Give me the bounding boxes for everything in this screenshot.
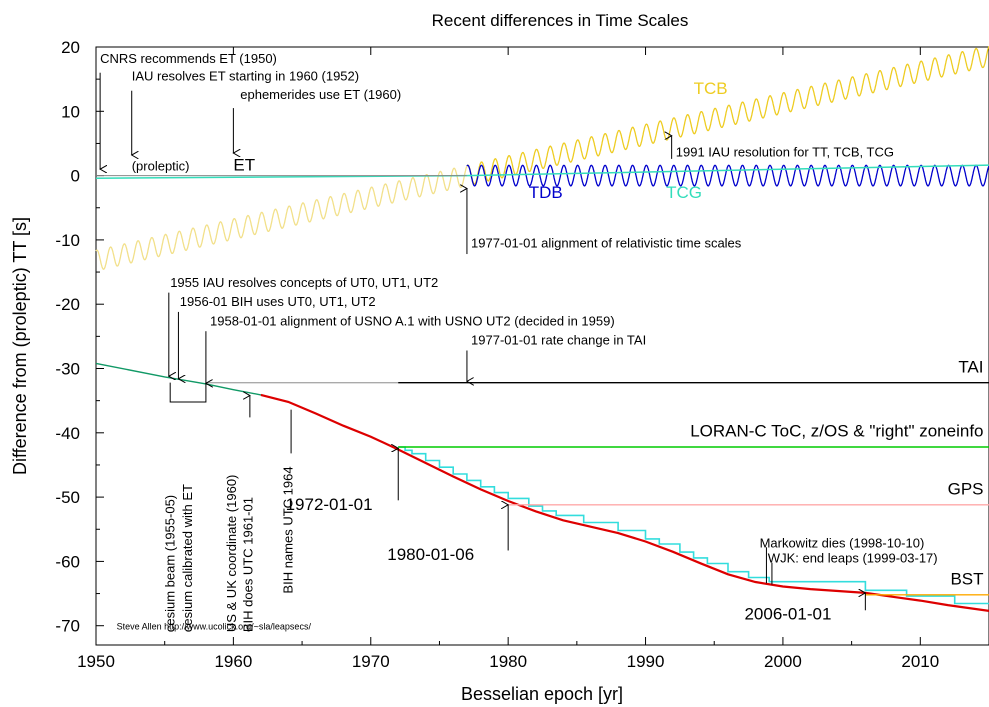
tdb-line <box>466 164 989 187</box>
series-label: (proleptic) <box>132 158 190 173</box>
vertical-annotation: US & UK coordinate (1960) <box>224 475 239 633</box>
tcb-proleptic-line <box>95 165 468 270</box>
annotation-label: WJK: end leaps (1999-03-17) <box>768 551 938 566</box>
y-tick-label: -10 <box>55 231 80 250</box>
annotation-label: 1955 IAU resolves concepts of UT0, UT1, … <box>170 275 438 290</box>
annotation-label: 2006-01-01 <box>744 604 831 623</box>
annotation-label: IAU resolves ET starting in 1960 (1952) <box>132 68 359 83</box>
chart-title: Recent differences in Time Scales <box>432 11 689 30</box>
x-tick-label: 2000 <box>764 652 802 671</box>
series-label: LORAN-C ToC, z/OS & "right" zoneinfo <box>690 422 983 441</box>
x-tick-label: 1950 <box>77 652 115 671</box>
annotation-label: 1991 IAU resolution for TT, TCB, TCG <box>676 144 894 159</box>
y-tick-label: -50 <box>55 488 80 507</box>
annotation-label: CNRS recommends ET (1950) <box>100 51 277 66</box>
series-label: TAI <box>958 357 983 376</box>
y-axis-label: Difference from (proleptic) TT [s] <box>10 217 30 475</box>
plot-area: 1950 1960 1970 1980 1990 2000 201020100-10-20-… <box>55 38 989 671</box>
x-tick-label: 1980 <box>489 652 527 671</box>
x-tick-label: 1970 <box>352 652 390 671</box>
series-label: BST <box>950 570 983 589</box>
x-tick-label: 1990 <box>627 652 665 671</box>
series-label: GPS <box>948 480 984 499</box>
cesium-bracket <box>169 382 207 403</box>
tcb-line <box>466 46 989 185</box>
series-label: ET <box>233 155 255 174</box>
x-tick-label: 2010 <box>901 652 939 671</box>
series-label: TCG <box>666 183 702 202</box>
y-tick-label: 0 <box>71 167 80 186</box>
series-label: TCB <box>694 79 728 98</box>
annotation-label: 1977-01-01 rate change in TAI <box>471 333 646 348</box>
annotation-label: 1980-01-06 <box>387 545 474 564</box>
x-tick-label: 1960 <box>214 652 252 671</box>
y-tick-label: -30 <box>55 360 80 379</box>
y-tick-label: 20 <box>61 38 80 57</box>
vertical-annotation: cesium beam (1955-05) <box>162 495 177 632</box>
annotation-label: ephemerides use ET (1960) <box>240 87 401 102</box>
annotation-label: 1958-01-01 alignment of USNO A.1 with US… <box>210 313 615 328</box>
utc-step-line <box>398 446 989 605</box>
annotation-label: Markowitz dies (1998-10-10) <box>760 535 925 550</box>
tcg-line <box>466 164 989 177</box>
y-tick-label: -70 <box>55 617 80 636</box>
vertical-annotation: BIH does UTC 1961-01 <box>241 497 256 632</box>
series-label: Steve Allen http://www.ucolick.org/~sla/… <box>117 622 312 632</box>
y-tick-label: -60 <box>55 552 80 571</box>
ut-line <box>260 393 989 612</box>
vertical-annotation: cesium calibrated with ET <box>180 484 195 632</box>
y-tick-label: -40 <box>55 424 80 443</box>
x-axis-label: Besselian epoch [yr] <box>461 684 623 704</box>
annotation-label: 1972-01-01 <box>286 495 373 514</box>
y-tick-label: -20 <box>55 295 80 314</box>
vertical-annotation: BIH names UTC 1964 <box>280 466 295 593</box>
series-label: TDB <box>529 183 563 202</box>
plot-frame <box>95 46 989 646</box>
y-tick-label: 10 <box>61 102 80 121</box>
annotation-label: 1977-01-01 alignment of relativistic tim… <box>471 236 742 251</box>
annotation-label: 1956-01 BIH uses UT0, UT1, UT2 <box>180 294 376 309</box>
